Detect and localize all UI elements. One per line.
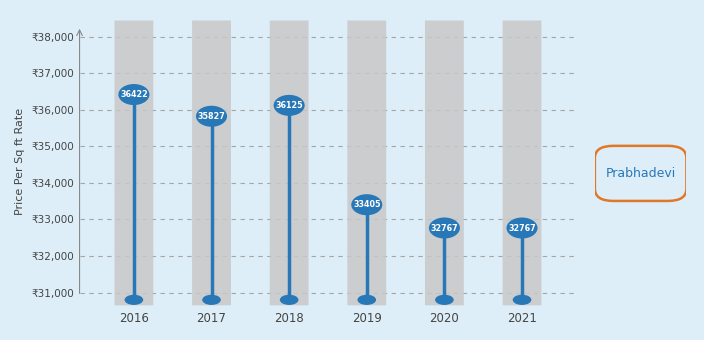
FancyBboxPatch shape bbox=[595, 146, 686, 201]
Ellipse shape bbox=[358, 295, 376, 305]
Text: Prabhadevi: Prabhadevi bbox=[605, 167, 676, 180]
Ellipse shape bbox=[274, 95, 305, 116]
Ellipse shape bbox=[435, 295, 453, 305]
FancyBboxPatch shape bbox=[503, 20, 541, 305]
Ellipse shape bbox=[279, 295, 298, 305]
Ellipse shape bbox=[202, 295, 221, 305]
Text: 32767: 32767 bbox=[508, 223, 536, 233]
Ellipse shape bbox=[506, 218, 538, 239]
Text: 36422: 36422 bbox=[120, 90, 148, 99]
Ellipse shape bbox=[125, 295, 143, 305]
Ellipse shape bbox=[196, 106, 227, 127]
Text: 32767: 32767 bbox=[431, 223, 458, 233]
FancyBboxPatch shape bbox=[347, 20, 386, 305]
FancyBboxPatch shape bbox=[270, 20, 308, 305]
FancyBboxPatch shape bbox=[115, 20, 153, 305]
FancyBboxPatch shape bbox=[192, 20, 231, 305]
Ellipse shape bbox=[513, 295, 532, 305]
Text: 33405: 33405 bbox=[353, 200, 381, 209]
Ellipse shape bbox=[118, 84, 149, 105]
Y-axis label: Price Per Sq ft Rate: Price Per Sq ft Rate bbox=[15, 107, 25, 215]
FancyBboxPatch shape bbox=[425, 20, 464, 305]
Text: 35827: 35827 bbox=[198, 112, 225, 121]
Ellipse shape bbox=[351, 194, 382, 215]
Text: 36125: 36125 bbox=[275, 101, 303, 110]
Ellipse shape bbox=[429, 218, 460, 239]
